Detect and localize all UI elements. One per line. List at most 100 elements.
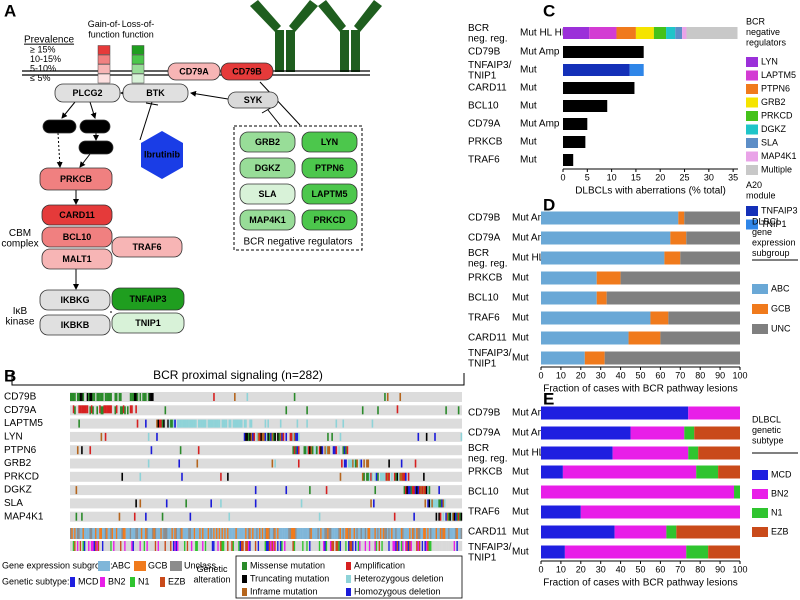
subtype-cell [147, 541, 150, 551]
subgroup-cell [452, 528, 454, 539]
subtype-cell [442, 541, 445, 551]
pathway-node-label: IKBKG [61, 295, 90, 305]
oncoprint-cell [133, 393, 136, 401]
subgroup-cell [254, 528, 257, 539]
subgroup-cell [111, 528, 114, 539]
subgroup-cell [231, 528, 233, 539]
subtype-cell [410, 541, 413, 551]
oncoprint-cell [398, 472, 400, 481]
subgroup-cell [95, 528, 97, 539]
pathway-node [301, 183, 358, 205]
subtype-cell [324, 541, 326, 551]
subgroup-cell [421, 528, 424, 539]
subtype-cell [455, 541, 457, 551]
subtype-cell [421, 541, 424, 551]
subtype-cell [193, 541, 196, 551]
subgroup-cell [313, 528, 315, 539]
subtype-cell [434, 541, 436, 551]
oncoprint-cell [104, 393, 107, 401]
x-tick-label: 50 [635, 564, 645, 574]
subtype-cell [222, 541, 225, 551]
subtype-cell [395, 541, 397, 551]
oncoprint-cell [85, 405, 87, 414]
subgroup-cell [243, 528, 246, 539]
oncoprint-cell [353, 459, 356, 468]
oncoprint-cell [352, 459, 354, 468]
oncoprint-cell [402, 472, 404, 481]
subgroup-cell [448, 528, 450, 539]
subgroup-cell [85, 528, 87, 539]
subtype-cell [189, 541, 192, 551]
oncoprint-row [70, 511, 462, 522]
oncoprint-cell [274, 459, 276, 468]
subtype-cell [113, 541, 115, 551]
subtype-cell [332, 541, 335, 551]
subtype-cell [228, 541, 231, 551]
subgroup-cell [227, 528, 229, 539]
oncoprint-cell [311, 446, 314, 455]
legend-swatch [752, 304, 768, 314]
subtype-cell [146, 541, 149, 551]
legend-label: TNFAIP3 [761, 205, 798, 215]
subtype-cell [108, 541, 111, 551]
subgroup-cell [189, 528, 192, 539]
oncoprint-cell [293, 446, 296, 455]
subgroup-cell [377, 528, 379, 539]
subtype-cell [381, 541, 383, 551]
subgroup-cell [108, 528, 111, 539]
subtype-cell [135, 541, 137, 551]
subgroup-cell [363, 528, 365, 539]
oncoprint-cell [407, 486, 410, 495]
legend-loss: Loss-of-function [122, 19, 155, 40]
subtype-cell [247, 541, 250, 551]
oncoprint-cell [332, 446, 335, 455]
subgroup-cell [341, 528, 343, 539]
oncoprint-cell [303, 446, 306, 455]
subtype-cell [246, 541, 249, 551]
legend-swatch [242, 562, 247, 570]
legend-label: Homozygous deletion [354, 586, 441, 596]
oncoprint-cell [285, 486, 288, 495]
bar-segment [541, 426, 631, 440]
legend-swatch [746, 70, 758, 81]
subgroup-cell [356, 528, 358, 539]
subgroup-cell [402, 528, 404, 539]
subgroup-cell [114, 528, 117, 539]
subgroup-cell [360, 528, 363, 539]
oncoprint-cell [145, 419, 147, 428]
subtype-cell [225, 541, 228, 551]
x-tick-label: 10 [556, 564, 566, 574]
oncoprint-cell [89, 406, 92, 415]
subgroup-cell [349, 528, 351, 539]
subtype-cell [75, 541, 78, 551]
subgroup-cell [272, 528, 275, 539]
subgroup-cell [384, 528, 386, 539]
panel-letter: A [4, 1, 16, 20]
oncoprint-cell [297, 432, 300, 441]
oncoprint-cell [238, 419, 240, 428]
category-label: BCR neg. reg. [468, 22, 507, 44]
bar-segment [616, 27, 636, 39]
subtype-cell [245, 541, 247, 551]
category-label: CD79B [468, 47, 501, 58]
pathway-node [239, 209, 296, 231]
legend-swatch [346, 575, 351, 583]
oncoprint-cell [178, 419, 181, 428]
oncoprint-cell [334, 446, 336, 455]
subtype-cell [450, 541, 453, 551]
subgroup-cell [374, 528, 377, 539]
subgroup-cell [90, 528, 93, 539]
pathway-node-label: MAP4K1 [249, 215, 286, 225]
subtype-cell [107, 541, 110, 551]
subgroup-cell [368, 528, 371, 539]
subgroup-cell [343, 528, 346, 539]
oncoprint-cell [386, 393, 389, 401]
subgroup-cell [285, 528, 288, 539]
oncoprint-cell [327, 432, 329, 441]
subtype-cell [143, 541, 146, 551]
subtype-cell [76, 541, 79, 551]
x-axis-label: DLBCLs with aberrations (% total) [575, 186, 726, 197]
oncoprint-cell [121, 472, 124, 481]
bar-segment [684, 211, 740, 225]
subtype-cell [89, 541, 92, 551]
